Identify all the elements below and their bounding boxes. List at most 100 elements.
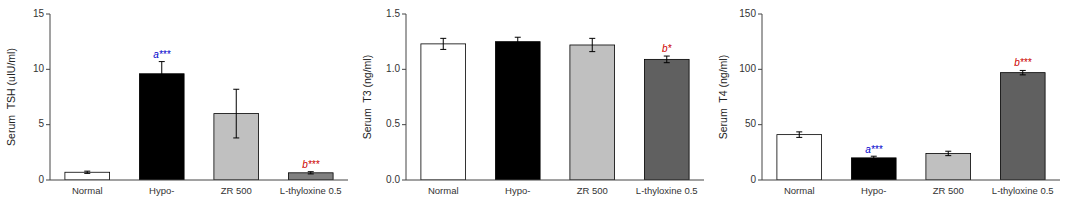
y-tick bbox=[402, 14, 406, 15]
x-axis bbox=[50, 180, 348, 181]
error-bar bbox=[1020, 70, 1026, 74]
y-tick-label: 5 bbox=[38, 118, 44, 129]
error-bar bbox=[233, 89, 239, 138]
error-stem bbox=[592, 38, 593, 51]
x-tick-label: Normal bbox=[72, 185, 103, 196]
x-tick-label: ZR 500 bbox=[221, 185, 252, 196]
annotation: a*** bbox=[865, 144, 883, 155]
x-tick-label: Hypo- bbox=[149, 185, 174, 196]
y-axis-label: Serum T4 (ng/ml) bbox=[717, 55, 729, 139]
error-bar bbox=[440, 38, 446, 49]
error-bar bbox=[945, 151, 951, 155]
error-cap bbox=[945, 155, 951, 156]
error-cap bbox=[796, 137, 802, 138]
x-tick-label: L-thyloxine 0.5 bbox=[636, 185, 698, 196]
error-cap bbox=[440, 38, 446, 39]
error-stem bbox=[666, 56, 667, 63]
bar bbox=[926, 153, 971, 180]
error-cap bbox=[84, 173, 90, 174]
error-bar bbox=[308, 172, 314, 174]
y-axis bbox=[406, 14, 407, 180]
error-cap bbox=[664, 62, 670, 63]
error-cap bbox=[233, 137, 239, 138]
y-tick-label: 50 bbox=[745, 118, 757, 129]
bar bbox=[644, 59, 689, 180]
y-tick bbox=[402, 180, 406, 181]
panel: 051015Serum TSH (uIU/ml)NormalHypo-ZR 50… bbox=[5, 8, 348, 196]
error-cap bbox=[664, 56, 670, 57]
marks bbox=[421, 37, 689, 180]
y-tick-label: 150 bbox=[739, 8, 756, 19]
bar bbox=[1000, 73, 1045, 180]
error-bar bbox=[871, 156, 877, 159]
error-bar bbox=[664, 56, 670, 63]
error-bar bbox=[515, 37, 521, 46]
error-stem bbox=[948, 151, 949, 155]
error-cap bbox=[159, 85, 165, 86]
error-cap bbox=[515, 46, 521, 47]
error-cap bbox=[871, 159, 877, 160]
error-cap bbox=[84, 171, 90, 172]
y-axis-label: Serum T3 (ng/ml) bbox=[361, 55, 373, 139]
y-tick-label: 0.5 bbox=[386, 118, 400, 129]
error-cap bbox=[515, 37, 521, 38]
y-tick bbox=[46, 69, 50, 70]
figure: 051015Serum TSH (uIU/ml)NormalHypo-ZR 50… bbox=[0, 0, 1068, 206]
error-stem bbox=[443, 38, 444, 49]
error-cap bbox=[871, 156, 877, 157]
y-tick bbox=[758, 14, 762, 15]
error-cap bbox=[233, 89, 239, 90]
error-stem bbox=[1022, 70, 1023, 74]
y-axis-label: Serum TSH (uIU/ml) bbox=[5, 48, 17, 146]
y-tick bbox=[758, 180, 762, 181]
y-tick-label: 100 bbox=[739, 63, 756, 74]
bar bbox=[421, 44, 466, 180]
y-tick bbox=[758, 69, 762, 70]
y-tick-label: 0 bbox=[38, 174, 44, 185]
marks bbox=[777, 70, 1045, 180]
error-bar bbox=[84, 171, 90, 173]
bar bbox=[851, 158, 896, 180]
x-tick-label: ZR 500 bbox=[933, 185, 964, 196]
bar bbox=[495, 42, 540, 180]
bar bbox=[777, 135, 822, 180]
y-tick-label: 1.0 bbox=[386, 63, 400, 74]
y-tick bbox=[402, 124, 406, 125]
error-cap bbox=[308, 173, 314, 174]
error-bar bbox=[159, 62, 165, 86]
x-tick-label: L-thyloxine 0.5 bbox=[280, 185, 342, 196]
error-cap bbox=[589, 51, 595, 52]
error-cap bbox=[308, 171, 314, 172]
error-stem bbox=[799, 132, 800, 138]
y-tick-label: 0 bbox=[750, 174, 756, 185]
y-tick bbox=[46, 180, 50, 181]
error-stem bbox=[161, 62, 162, 86]
y-tick-label: 10 bbox=[33, 63, 45, 74]
annotation: b* bbox=[662, 43, 673, 54]
error-bar bbox=[589, 38, 595, 51]
error-cap bbox=[440, 49, 446, 50]
y-tick-label: 1.5 bbox=[386, 8, 400, 19]
panel: 0.0 0.5 1.0 1.5 Serum T3 (ng/ml) Normal Hypo- Z… bbox=[361, 8, 704, 196]
y-axis bbox=[762, 14, 763, 180]
bar bbox=[288, 173, 333, 180]
error-stem bbox=[517, 37, 518, 46]
x-tick-label: L-thyloxine 0.5 bbox=[992, 185, 1054, 196]
panel: 050100150Serum T4 (ng/ml)NormalHypo-ZR 5… bbox=[717, 8, 1060, 196]
annotation: a*** bbox=[153, 49, 171, 60]
bar bbox=[570, 45, 615, 180]
marks bbox=[65, 62, 333, 180]
y-axis bbox=[50, 14, 51, 180]
error-bar bbox=[796, 132, 802, 138]
x-axis bbox=[762, 180, 1060, 181]
annotation: b*** bbox=[302, 159, 320, 170]
error-cap bbox=[1020, 74, 1026, 75]
bar bbox=[65, 172, 110, 180]
x-tick-label: Hypo- bbox=[505, 185, 530, 196]
y-tick-label: 0.0 bbox=[386, 174, 400, 185]
annotation: b*** bbox=[1014, 57, 1032, 68]
y-tick bbox=[402, 69, 406, 70]
y-tick bbox=[46, 124, 50, 125]
x-tick-label: Normal bbox=[428, 185, 459, 196]
x-tick-label: ZR 500 bbox=[577, 185, 608, 196]
